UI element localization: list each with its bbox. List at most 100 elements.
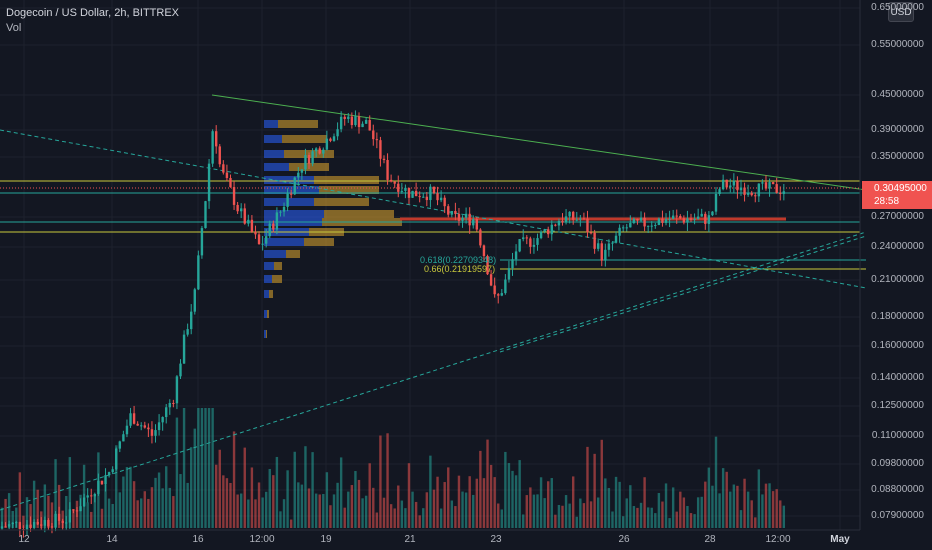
candle-body: [257, 234, 261, 245]
volume-bar: [779, 500, 782, 528]
fib-label-0618[interactable]: 0.618(0.22709348): [420, 255, 497, 265]
candle-body: [297, 172, 300, 178]
volume-bar: [111, 503, 114, 528]
volume-bar: [550, 478, 553, 528]
candle-body: [82, 497, 86, 507]
candle-body: [68, 509, 72, 523]
volume-bar: [204, 408, 207, 528]
volume-bar: [475, 478, 479, 528]
candle-body: [0, 526, 4, 529]
volume-bar: [190, 447, 193, 528]
volume-bar: [143, 491, 146, 528]
time-axis-label: 12: [18, 534, 30, 545]
time-axis-label: May: [830, 534, 850, 545]
volume-bar: [404, 508, 407, 528]
candle-body: [154, 430, 157, 436]
volume-bar: [257, 482, 261, 528]
candle-body: [397, 183, 400, 192]
candle-body: [79, 506, 82, 512]
price-axis-label: 0.24000000: [871, 241, 924, 252]
candle-body: [29, 524, 32, 528]
candle-body: [225, 172, 229, 179]
candle-body: [761, 182, 764, 184]
volume-bar: [522, 514, 525, 528]
volume-bar: [11, 510, 14, 528]
volume-bar: [357, 479, 361, 528]
candle-body: [161, 417, 164, 423]
time-axis-label: 26: [618, 534, 630, 545]
volume-bar: [57, 484, 61, 528]
volume-bar: [518, 460, 521, 528]
volume-bar: [193, 428, 196, 528]
volume-bar: [225, 478, 229, 528]
volume-bar: [272, 475, 275, 528]
volume-bar: [675, 511, 678, 528]
volume-bar: [329, 505, 332, 528]
candle-body: [165, 407, 168, 418]
candle-body: [532, 244, 536, 247]
volume-bar: [161, 488, 164, 528]
volume-bar: [314, 493, 318, 528]
volume-bar: [529, 487, 532, 528]
candle-body: [661, 218, 664, 223]
candle-body: [696, 216, 700, 219]
volume-profile-bar: [264, 176, 314, 184]
candle-body: [447, 206, 450, 215]
candle-body: [40, 524, 43, 526]
candle-body: [329, 138, 332, 141]
candle-body: [632, 218, 636, 224]
candle-body: [47, 519, 50, 527]
volume-bar: [282, 499, 286, 528]
candle-body: [729, 185, 732, 188]
candle-body: [768, 182, 771, 189]
candle-body: [589, 232, 593, 234]
volume-bar: [489, 464, 493, 528]
price-axis-label: 0.45000000: [871, 89, 924, 100]
volume-bar: [607, 488, 611, 528]
candle-body: [357, 116, 361, 128]
candlesticks: [0, 110, 786, 538]
candle-body: [629, 223, 632, 228]
fib-label-066[interactable]: 0.66(0.21919597): [424, 264, 496, 274]
candle-body: [72, 509, 75, 511]
candle-body: [714, 193, 718, 212]
symbol-title[interactable]: Dogecoin / US Dollar, 2h, BITTREX: [6, 7, 180, 19]
candle-body: [268, 223, 271, 237]
volume-profile-bar: [286, 250, 300, 258]
volume-profile-bar: [278, 120, 318, 128]
volume-bar: [286, 470, 289, 528]
volume-bar: [379, 435, 382, 528]
candle-body: [311, 151, 314, 164]
candle-body: [432, 186, 436, 194]
volume-bar: [668, 518, 671, 528]
currency-button[interactable]: USD: [888, 2, 914, 22]
volume-bar: [122, 476, 125, 528]
volume-bar: [472, 494, 475, 528]
candle-body: [568, 211, 571, 217]
candle-body: [771, 182, 775, 185]
volume-bar: [679, 491, 682, 528]
volume-bar: [432, 489, 436, 528]
candle-body: [125, 425, 129, 435]
candle-body: [93, 493, 97, 497]
candle-body: [550, 224, 553, 235]
candle-body: [614, 235, 618, 243]
time-axis-label: 19: [320, 534, 332, 545]
volume-bar: [239, 493, 243, 528]
volume-bar: [322, 494, 325, 528]
volume-bar: [586, 446, 589, 528]
time-axis-label: 21: [404, 534, 416, 545]
volume-bar: [118, 492, 122, 528]
volume-bar: [232, 431, 236, 528]
candle-body: [207, 163, 211, 202]
volume-bar: [386, 433, 389, 528]
volume-bar: [90, 511, 93, 528]
volume-profile-bar: [314, 198, 369, 206]
volume-bar: [93, 495, 97, 528]
volume-profile-bar: [264, 275, 272, 283]
volume-label[interactable]: Vol: [6, 22, 22, 34]
volume-bar: [304, 446, 307, 528]
candle-body: [97, 480, 100, 494]
candle-body: [243, 208, 246, 224]
